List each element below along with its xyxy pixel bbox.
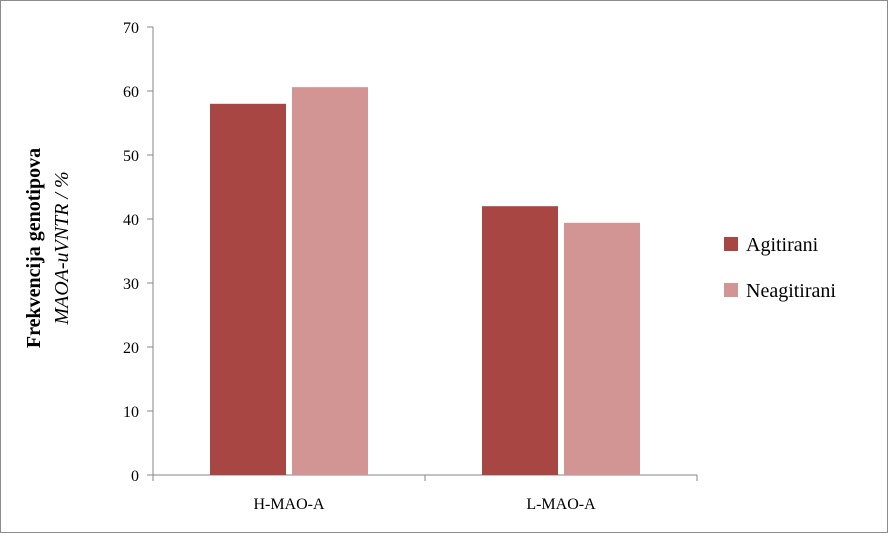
legend-swatch-neagitirani (724, 283, 738, 297)
y-axis-title-line2: MAOA-uVNTR / % (51, 171, 73, 325)
x-tick-label: L-MAO-A (526, 496, 596, 513)
y-tick-label: 20 (123, 340, 139, 357)
legend-label-agitirani: Agitirani (746, 234, 819, 256)
y-tick-label: 70 (123, 20, 139, 37)
legend-label-neagitirani: Neagitirani (746, 280, 836, 302)
y-tick-label: 10 (123, 404, 139, 421)
y-tick-label: 0 (131, 468, 139, 485)
y-tick-label: 50 (123, 148, 139, 165)
x-tick-label: H-MAO-A (253, 496, 325, 513)
y-tick-label: 60 (123, 84, 139, 101)
y-tick-label: 40 (123, 212, 139, 229)
bar-neagitirani-l-mao-a (564, 222, 640, 475)
y-axis-title-line1: Frekvencija genotipova (23, 148, 45, 348)
bar-agitirani-h-mao-a (210, 103, 286, 476)
bar-agitirani-l-mao-a (482, 206, 558, 475)
legend-swatch-agitirani (724, 237, 738, 251)
y-tick-label: 30 (123, 276, 139, 293)
bar-neagitirani-h-mao-a (292, 87, 368, 475)
